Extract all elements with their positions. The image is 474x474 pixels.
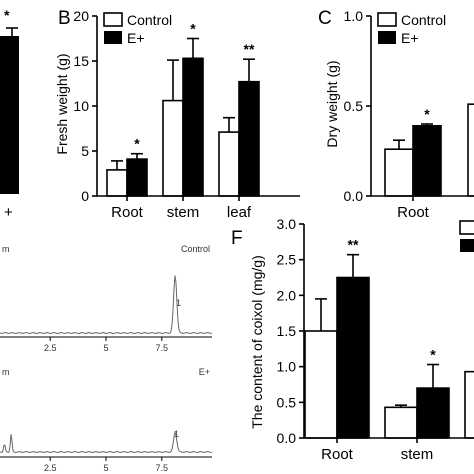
trace-bottom-xtick-label: 2.5: [44, 463, 57, 473]
yticks-c: 0.0 0.5 1.0: [344, 8, 371, 204]
trace-top-xticks: 2.5 5 7.5: [44, 337, 168, 353]
bar-a-eplus: [0, 36, 19, 194]
categories-f: Root stem: [321, 438, 434, 463]
trace-top-xtick-label: 7.5: [156, 343, 169, 353]
legend-swatch-eplus-b: [104, 31, 122, 44]
f-bar: [336, 276, 370, 439]
c-significance: *: [424, 106, 430, 122]
b-category-label: leaf: [227, 204, 252, 221]
xlabel-fragment-a: +: [4, 204, 13, 221]
legend-swatch-eplus-c: [378, 31, 396, 44]
b-bar: [218, 131, 240, 197]
ylabel-c: Dry weight (g): [324, 60, 340, 147]
c-bar: [412, 125, 442, 197]
legend-label-eplus-c: E+: [401, 30, 419, 46]
trace-bottom-label: E+: [199, 367, 210, 377]
f-ytick-label: 2.0: [277, 287, 297, 303]
sig-a: *: [4, 7, 10, 23]
panel-letter-c: C: [318, 8, 332, 29]
c-ytick-label: 1.0: [344, 8, 364, 24]
panel-f: F The content of coixol (mg/g) 0.0 0.5 1.0…: [231, 216, 474, 463]
f-ytick-label: 0.0: [277, 430, 297, 446]
bars-c: *: [384, 103, 474, 197]
f-significance: *: [430, 347, 436, 363]
f-ytick-label: 3.0: [277, 216, 297, 232]
b-bar: [162, 99, 184, 197]
f-ytick-label: 1.5: [277, 323, 297, 339]
ylabel-b: Fresh weight (g): [54, 53, 70, 154]
bars-b: ****: [106, 21, 260, 197]
yticks-b: 0 5 10 15 20: [73, 8, 97, 204]
c-ytick-label: 0.5: [344, 98, 364, 114]
trace-bottom-peak-label: 1: [174, 429, 179, 439]
trace-top-axis-fragment: m: [2, 244, 10, 254]
legend-label-eplus-b: E+: [127, 30, 145, 46]
legend-swatch-control-c: [377, 12, 397, 27]
axes-c: [370, 16, 474, 197]
axes-f: [303, 224, 474, 439]
legend-swatch-1-f: [459, 220, 474, 235]
b-bar: [182, 57, 204, 197]
legend-label-control-c: Control: [401, 12, 446, 28]
b-ytick-label: 20: [73, 8, 89, 24]
panel-a: * +: [0, 7, 19, 221]
c-bar: [467, 103, 474, 197]
f-category-label: stem: [401, 446, 434, 463]
b-significance: *: [190, 21, 196, 37]
yticks-f: 0.0 0.5 1.0 1.5 2.0 2.5 3.0: [277, 216, 304, 446]
c-ytick-label: 0.0: [344, 188, 364, 204]
trace-top-label: Control: [181, 244, 210, 254]
categories-c: Root: [397, 196, 430, 221]
b-bar: [126, 158, 148, 197]
bars-f: ***: [304, 237, 474, 439]
c-category-label: Root: [397, 204, 430, 221]
legend-b: Control E+: [103, 12, 172, 46]
f-ytick-label: 1.0: [277, 359, 297, 375]
c-bar: [384, 148, 414, 197]
b-ytick-label: 5: [81, 143, 89, 159]
b-ytick-label: 15: [73, 53, 89, 69]
b-bar: [238, 80, 260, 197]
trace-bottom-xtick-label: 7.5: [156, 463, 169, 473]
legend-label-control-b: Control: [127, 12, 172, 28]
trace-top-peak-label: 1: [176, 298, 181, 308]
f-bar: [464, 370, 474, 439]
b-ytick-label: 10: [73, 98, 89, 114]
b-significance: *: [134, 136, 140, 152]
panel-letter-b: B: [58, 8, 71, 29]
f-bar: [416, 387, 450, 439]
categories-b: Root stem leaf: [111, 196, 252, 221]
b-significance: **: [244, 41, 255, 57]
f-bar: [304, 330, 338, 439]
b-ytick-label: 0: [81, 188, 89, 204]
legend-c: Control E+: [377, 12, 446, 46]
b-category-label: stem: [167, 204, 200, 221]
panel-d: m Control 1 2.5 5 7.5 m E+ 1 2.5 5 7.5: [0, 244, 213, 473]
panel-letter-f: F: [231, 228, 243, 249]
b-category-label: Root: [111, 204, 144, 221]
f-significance: **: [348, 237, 359, 253]
trace-top-xtick-label: 2.5: [44, 343, 57, 353]
panel-c: C Dry weight (g) 0.0 0.5 1.0 * Root Contro…: [318, 8, 474, 221]
trace-bottom-xticks: 2.5 5 7.5: [44, 457, 168, 473]
trace-bottom-xtick-label: 5: [103, 463, 108, 473]
f-category-label: Root: [321, 446, 354, 463]
f-bar: [384, 406, 418, 439]
axes-b: [96, 16, 300, 197]
legend-swatch-control-b: [103, 12, 123, 27]
trace-top-xtick-label: 5: [103, 343, 108, 353]
legend-swatch-2-f: [460, 239, 474, 252]
trace-bottom-line: [0, 430, 213, 453]
b-bar: [106, 169, 128, 197]
trace-top-line: [0, 275, 213, 334]
ylabel-f: The content of coixol (mg/g): [249, 255, 265, 429]
f-ytick-label: 0.5: [277, 394, 297, 410]
f-ytick-label: 2.5: [277, 252, 297, 268]
trace-bottom-axis-fragment: m: [2, 367, 10, 377]
